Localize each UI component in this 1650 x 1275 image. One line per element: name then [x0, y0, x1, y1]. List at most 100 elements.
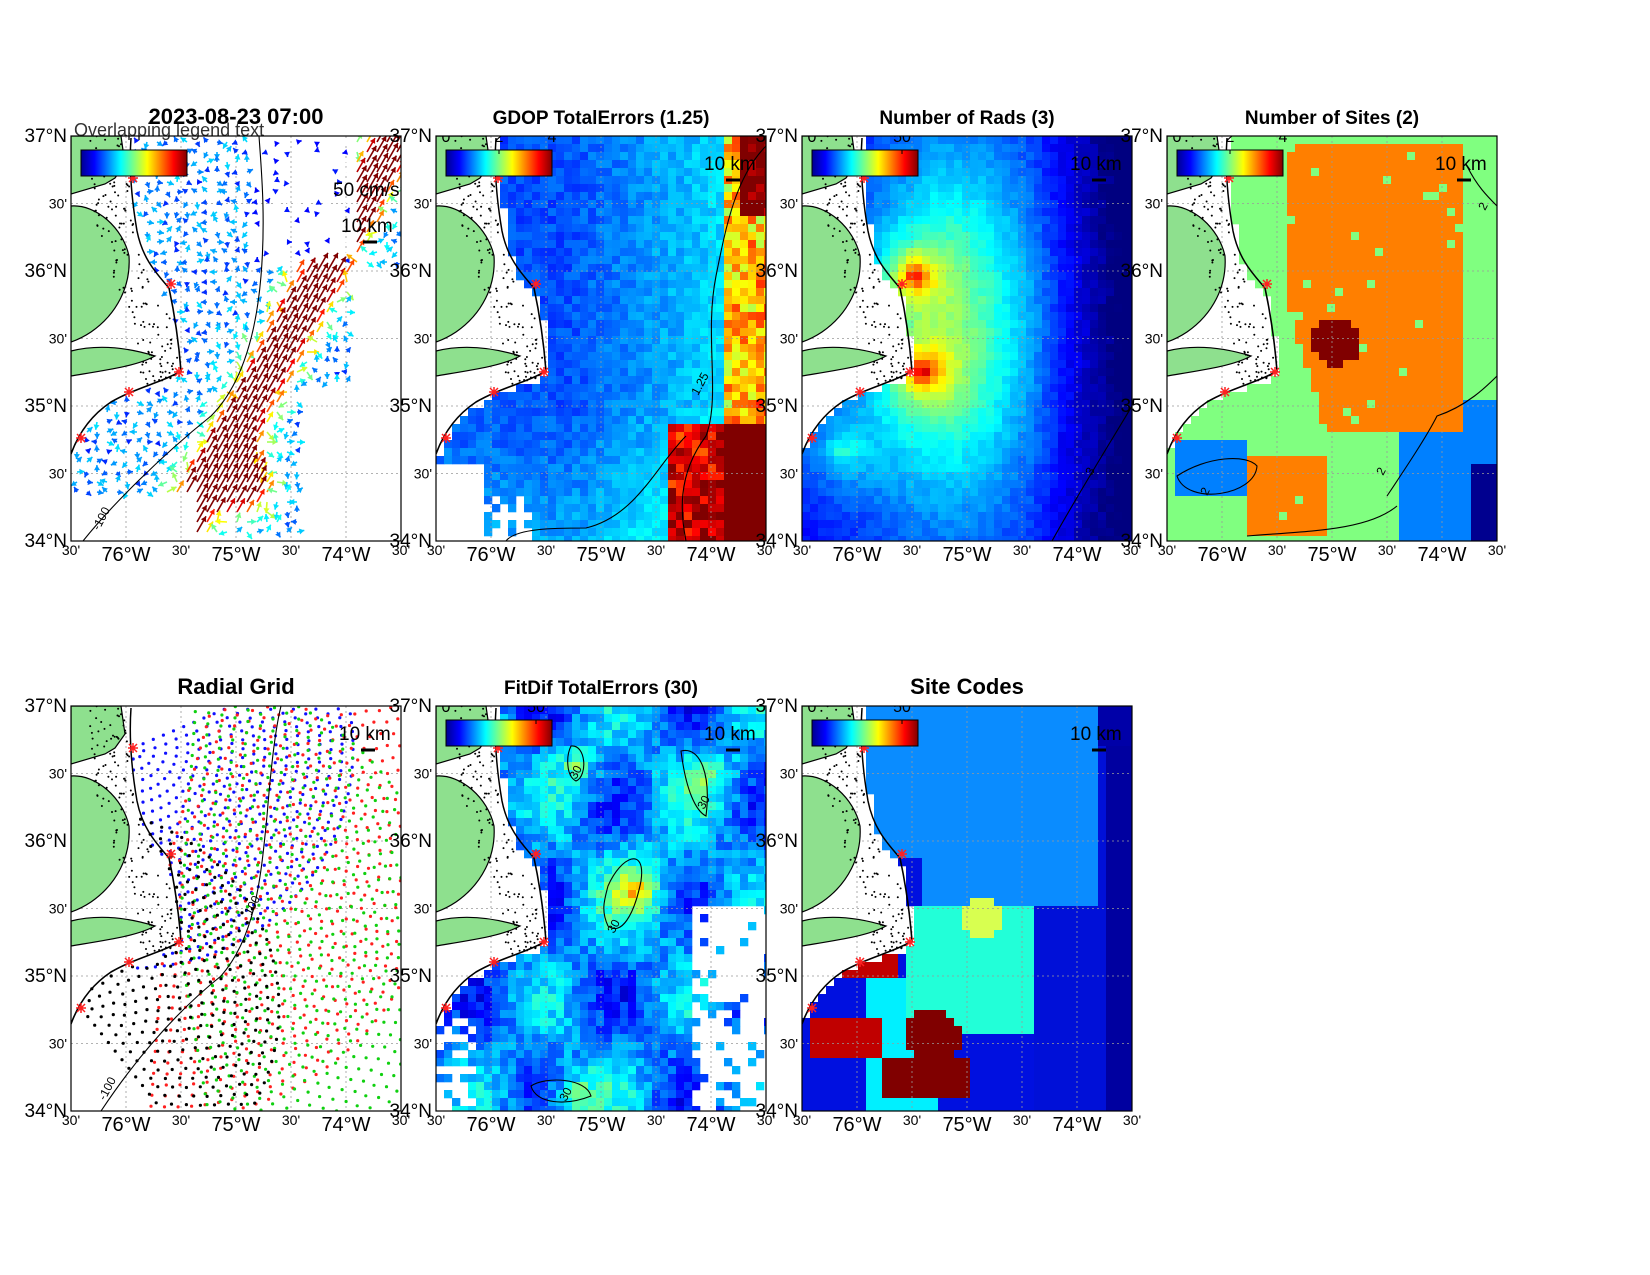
grid-cell — [1050, 328, 1059, 337]
grid-cell — [612, 368, 621, 377]
grid-cell — [572, 280, 581, 289]
grid-cell — [930, 176, 939, 185]
grid-cell — [516, 184, 525, 193]
grid-cell — [922, 208, 931, 217]
grid-cell — [548, 192, 557, 201]
grid-cell — [748, 480, 757, 489]
current-vector-head — [310, 317, 316, 323]
coast-dot — [157, 304, 159, 307]
current-vector-head — [243, 243, 249, 249]
grid-cell — [620, 480, 629, 489]
grid-cell — [740, 176, 749, 185]
grid-cell — [1002, 144, 1011, 153]
current-vector-head — [390, 167, 396, 174]
grid-cell — [1010, 160, 1019, 169]
grid-cell — [628, 344, 637, 353]
coast-dot — [109, 182, 112, 185]
grid-cell — [970, 160, 979, 169]
grid-cell — [604, 448, 613, 457]
grid-cell — [1090, 328, 1099, 337]
grid-cell — [1098, 240, 1107, 249]
grid-cell — [978, 408, 987, 417]
current-vector-head — [269, 285, 276, 292]
grid-cell — [970, 224, 979, 233]
grid-cell — [588, 368, 597, 377]
grid-cell — [668, 424, 677, 433]
grid-cell — [994, 384, 1003, 393]
current-vector-head — [242, 412, 249, 419]
grid-cell — [572, 496, 581, 505]
grid-cell — [1106, 144, 1115, 153]
current-vector-head — [232, 472, 239, 479]
grid-cell — [612, 512, 621, 521]
grid-cell — [938, 200, 947, 209]
grid-cell — [748, 264, 757, 273]
coast-dot — [503, 263, 506, 266]
grid-cell — [866, 400, 875, 409]
grid-cell — [620, 320, 629, 329]
contour-line — [681, 145, 766, 541]
current-vector-head — [214, 166, 220, 172]
grid-cell — [612, 320, 621, 329]
current-vector-head — [288, 280, 294, 287]
grid-cell — [572, 272, 581, 281]
grid-cell — [1074, 384, 1083, 393]
grid-cell — [986, 144, 995, 153]
grid-cell — [938, 336, 947, 345]
grid-cell — [938, 296, 947, 305]
coast-dot — [479, 191, 481, 194]
grid-cell — [882, 248, 891, 257]
grid-cell — [994, 352, 1003, 361]
grid-cell — [1002, 288, 1011, 297]
grid-cell — [564, 432, 573, 441]
current-vector-head — [184, 306, 190, 312]
grid-cell — [930, 160, 939, 169]
grid-cell — [604, 512, 613, 521]
grid-cell — [1010, 264, 1019, 273]
grid-cell — [764, 160, 766, 169]
grid-cell — [668, 320, 677, 329]
grid-cell — [986, 256, 995, 265]
grid-cell — [596, 432, 605, 441]
grid-cell — [628, 440, 637, 449]
current-vector-head — [299, 259, 305, 266]
current-vector-head — [284, 180, 290, 187]
grid-cell — [468, 424, 477, 433]
grid-cell — [516, 400, 525, 409]
current-vector-head — [224, 242, 230, 248]
grid-cell — [708, 520, 717, 529]
grid-cell — [660, 168, 669, 177]
current-vector-head — [356, 136, 363, 140]
grid-cell — [580, 168, 589, 177]
grid-cell — [906, 176, 915, 185]
grid-cell — [588, 416, 597, 425]
grid-cell — [500, 448, 509, 457]
coast-dot — [164, 349, 167, 352]
grid-cell — [994, 184, 1003, 193]
grid-cell — [620, 256, 629, 265]
current-vector-head — [203, 237, 209, 244]
grid-cell — [732, 256, 741, 265]
grid-cell — [954, 352, 963, 361]
grid-cell — [508, 200, 517, 209]
grid-cell — [668, 536, 677, 541]
grid-cell — [580, 312, 589, 321]
coast-dot — [479, 240, 482, 243]
current-vector-head — [344, 228, 350, 235]
grid-cell — [1018, 184, 1027, 193]
grid-cell — [724, 224, 733, 233]
grid-cell — [492, 472, 501, 481]
grid-cell — [556, 320, 565, 329]
grid-cell — [628, 336, 637, 345]
grid-cell — [556, 440, 565, 449]
current-vector-head — [322, 381, 328, 388]
grid-cell — [572, 240, 581, 249]
grid-cell — [986, 160, 995, 169]
grid-cell — [1026, 288, 1035, 297]
coast-dot — [522, 304, 524, 307]
grid-cell — [1074, 416, 1083, 425]
grid-cell — [604, 240, 613, 249]
grid-cell — [540, 264, 549, 273]
grid-cell — [732, 168, 741, 177]
